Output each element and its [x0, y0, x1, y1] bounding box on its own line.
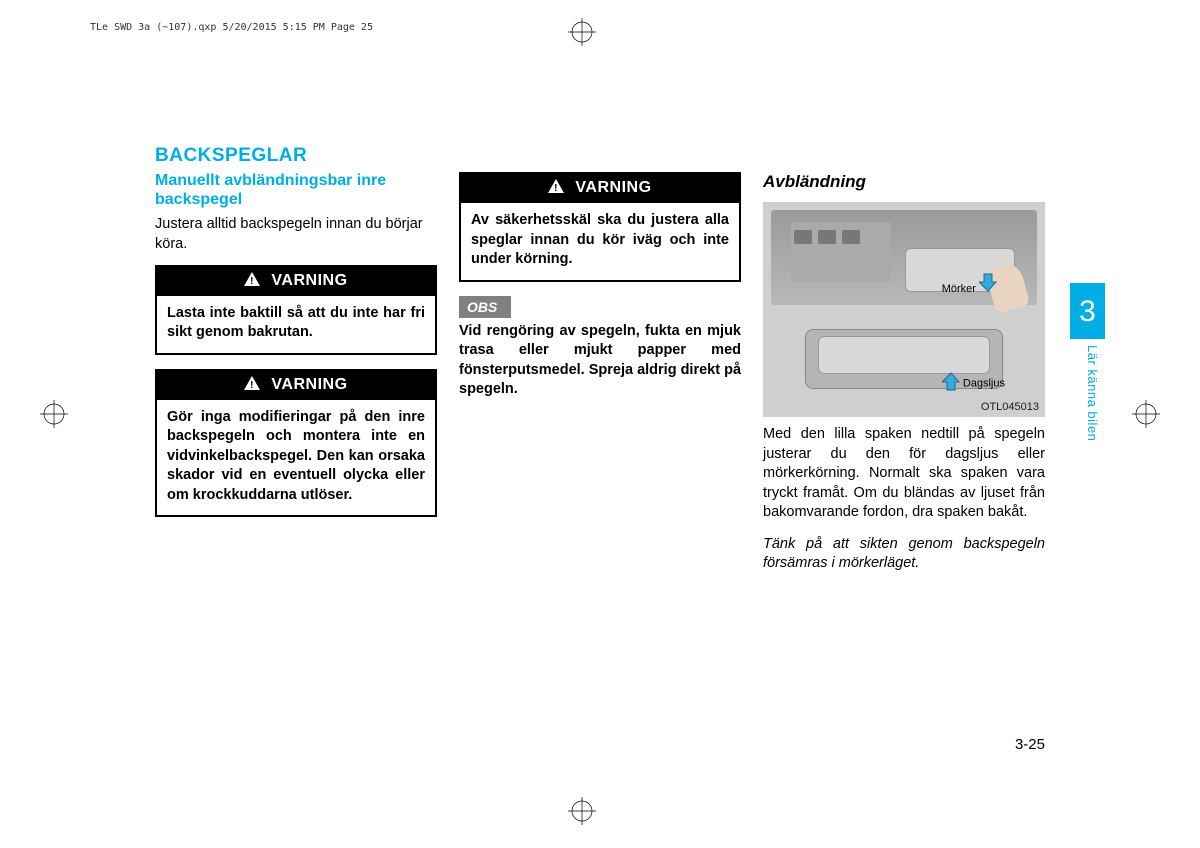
obs-body: Vid rengöring av spegeln, fukta en mjuk … [459, 322, 741, 400]
figure-overhead-console [791, 222, 891, 282]
svg-text:!: ! [555, 183, 559, 193]
sub-heading: Manuellt avbländningsbar inre backspegel [155, 171, 437, 209]
avblandning-body: Med den lilla spaken nedtill på spegeln … [763, 425, 1045, 523]
warning-box-3: ! VARNING Av säkerhetsskäl ska du juster… [459, 172, 741, 282]
crop-mark-top [568, 18, 596, 51]
warning-title-2: VARNING [271, 376, 347, 393]
warning-box-1: ! VARNING Lasta inte baktill så att du i… [155, 265, 437, 355]
chapter-tab: 3 [1070, 283, 1105, 339]
crop-mark-left [40, 400, 68, 433]
italic-note: Tänk på att sikten genom backspegeln för… [763, 535, 1045, 574]
warning-body-1: Lasta inte baktill så att du inte har fr… [157, 296, 435, 353]
warning-box-2: ! VARNING Gör inga modifieringar på den … [155, 369, 437, 518]
obs-header: OBS [459, 296, 511, 318]
content-area: BACKSPEGLAR Manuellt avbländningsbar inr… [155, 145, 1045, 748]
svg-text:!: ! [251, 276, 255, 286]
figure-label-morker: Mörker [942, 272, 997, 295]
print-slug-line: TLe SWD 3a (~107).qxp 5/20/2015 5:15 PM … [90, 22, 373, 33]
dagsljus-text: Dagsljus [963, 377, 1005, 389]
manual-page: TLe SWD 3a (~107).qxp 5/20/2015 5:15 PM … [0, 0, 1200, 848]
figure-mirror-glass [818, 336, 990, 374]
arrow-up-icon [942, 372, 960, 395]
svg-text:!: ! [251, 380, 255, 390]
warning-triangle-icon: ! [244, 376, 260, 395]
column-2: ! VARNING Av säkerhetsskäl ska du juster… [459, 145, 741, 748]
arrow-down-icon [979, 272, 997, 295]
warning-header-3: ! VARNING [461, 174, 739, 203]
page-number: 3-25 [1015, 736, 1045, 753]
warning-body-2: Gör inga modifieringar på den inre backs… [157, 400, 435, 516]
figure-interior-top [771, 210, 1037, 305]
morker-text: Mörker [942, 283, 976, 295]
warning-title-1: VARNING [271, 272, 347, 289]
intro-text: Justera alltid backspegeln innan du börj… [155, 215, 437, 254]
warning-title-3: VARNING [575, 179, 651, 196]
main-heading: BACKSPEGLAR [155, 145, 437, 167]
crop-mark-right [1132, 400, 1160, 433]
warning-triangle-icon: ! [244, 272, 260, 291]
figure-id: OTL045013 [981, 401, 1039, 413]
warning-header-1: ! VARNING [157, 267, 435, 296]
warning-body-3: Av säkerhetsskäl ska du justera alla spe… [461, 203, 739, 280]
figure-label-dagsljus: Dagsljus [942, 372, 1005, 395]
warning-header-2: ! VARNING [157, 371, 435, 400]
crop-mark-bottom [568, 797, 596, 830]
column-3: Avbländning Mörker [763, 145, 1045, 748]
obs-box: OBS Vid rengöring av spegeln, fukta en m… [459, 296, 741, 400]
mirror-figure: Mörker Dagsljus OTL045013 [763, 202, 1045, 417]
column-1: BACKSPEGLAR Manuellt avbländningsbar inr… [155, 145, 437, 748]
warning-triangle-icon: ! [548, 179, 564, 198]
section-heading-avblandning: Avbländning [763, 172, 1045, 192]
chapter-tab-label: Lär känna bilen [1085, 345, 1100, 441]
